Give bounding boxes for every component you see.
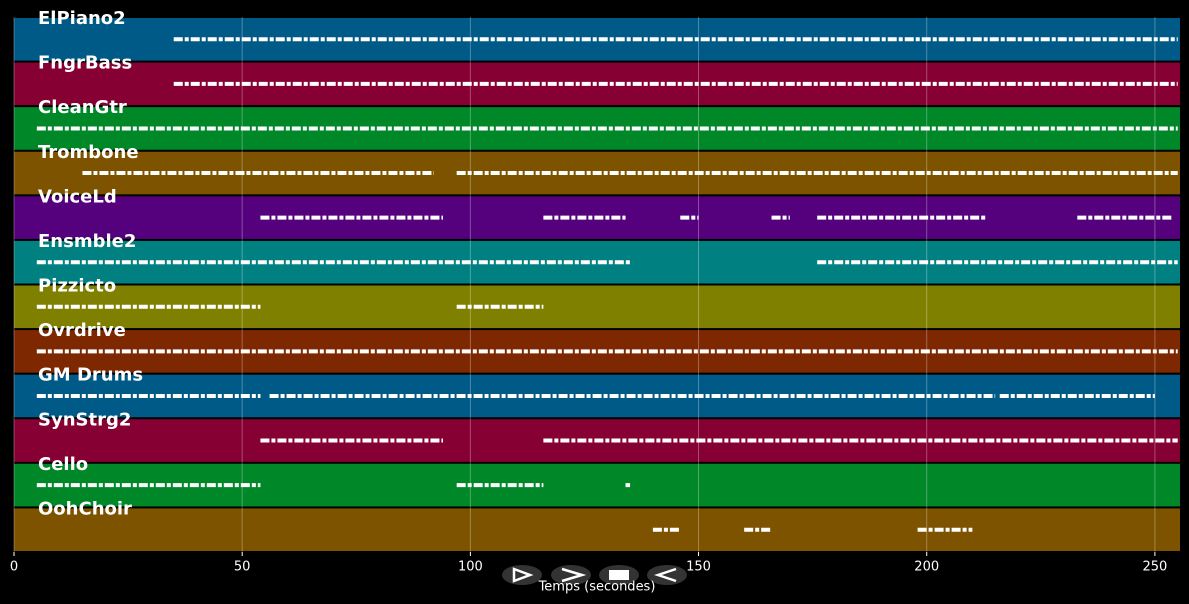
track-row	[14, 508, 1180, 551]
track-label: Cello	[38, 454, 88, 475]
track-label: FngrBass	[38, 53, 132, 74]
x-tick-label: 0	[10, 560, 18, 575]
track-row	[14, 285, 1180, 329]
track-label: SynStrg2	[38, 409, 131, 430]
track-row	[14, 330, 1180, 373]
play-button[interactable]	[502, 565, 542, 585]
stop-button[interactable]	[599, 565, 639, 585]
track-row	[14, 463, 1180, 507]
track-label: Ensmble2	[38, 231, 136, 252]
track-label: GM Drums	[38, 365, 143, 386]
track-label: Ovrdrive	[38, 320, 126, 341]
x-tick-label: 200	[914, 560, 939, 575]
track-row	[14, 18, 1180, 61]
x-tick-label: 250	[1142, 560, 1167, 575]
playback-controls	[502, 565, 687, 585]
track-label: ElPiano2	[38, 8, 126, 29]
track-label: Trombone	[38, 142, 139, 163]
x-tick-label: 50	[234, 560, 251, 575]
x-axis-label: Temps (secondes)	[538, 580, 656, 595]
track-label: CleanGtr	[38, 97, 127, 118]
forward-button[interactable]	[551, 565, 591, 585]
track-label: Pizzicto	[38, 276, 116, 297]
rewind-button[interactable]	[647, 565, 687, 585]
x-tick-label: 150	[686, 560, 711, 575]
x-tick-label: 100	[458, 560, 483, 575]
track-label: VoiceLd	[38, 186, 117, 207]
track-row	[14, 62, 1180, 106]
track-label: OohChoir	[38, 498, 132, 519]
track-row	[14, 107, 1180, 150]
